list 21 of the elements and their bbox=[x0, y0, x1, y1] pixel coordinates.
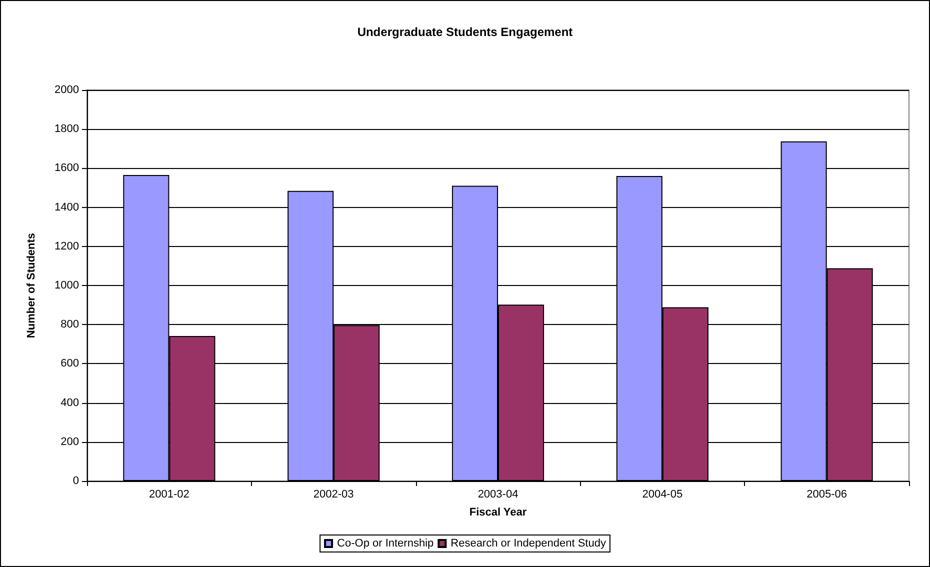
x-tick-label: 2001-02 bbox=[149, 488, 190, 500]
y-tick-label: 1400 bbox=[54, 201, 79, 214]
x-tick-label: 2003-04 bbox=[478, 488, 518, 500]
x-tick-label: 2002-03 bbox=[313, 488, 354, 500]
x-tick-label: 2005-06 bbox=[806, 488, 847, 500]
y-tick-label: 800 bbox=[60, 318, 79, 331]
y-tick-label: 200 bbox=[60, 436, 79, 448]
y-tick-label: 0 bbox=[72, 475, 79, 487]
y-tick-label: 1800 bbox=[54, 123, 79, 136]
y-tick-label: 400 bbox=[60, 396, 79, 409]
y-axis-title: Number of Students bbox=[26, 232, 38, 338]
y-tick-label: 1200 bbox=[54, 240, 79, 252]
y-tick-label: 1000 bbox=[54, 280, 79, 292]
y-tick-label: 1600 bbox=[54, 162, 79, 174]
y-tick-label: 2000 bbox=[54, 84, 79, 96]
x-tick-label: 2004-05 bbox=[642, 488, 683, 500]
y-tick-label: 600 bbox=[60, 358, 79, 370]
chart-title: Undergraduate Students Engagement bbox=[357, 25, 573, 39]
legend-label: Research or Independent Study bbox=[450, 538, 606, 550]
legend-label: Co-Op or Internship bbox=[337, 538, 434, 550]
x-axis-title: Fiscal Year bbox=[469, 506, 528, 518]
